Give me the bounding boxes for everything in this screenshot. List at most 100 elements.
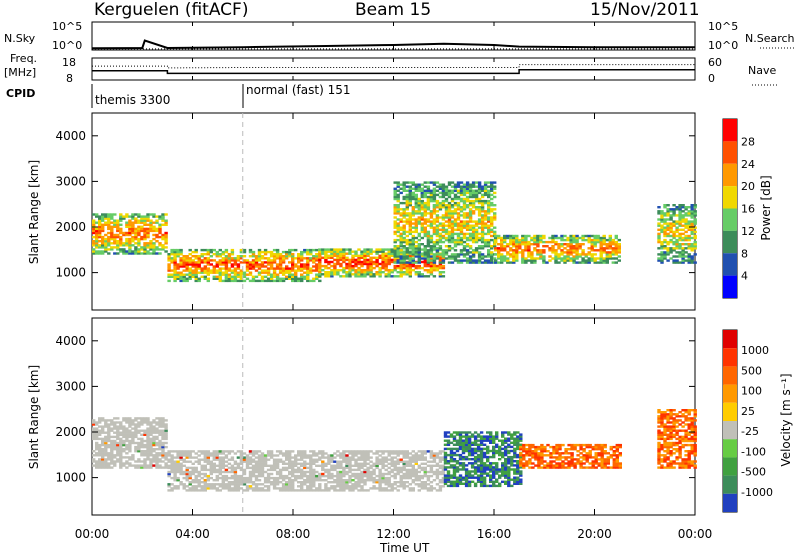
echo-cell	[477, 187, 482, 190]
echo-cell	[275, 253, 280, 256]
echo-cell	[272, 257, 277, 260]
echo-cell	[414, 261, 418, 264]
echo-cell	[95, 213, 99, 216]
echo-cell	[681, 238, 685, 242]
echo-cell	[560, 245, 564, 248]
echo-cell	[107, 237, 111, 241]
echo-cell	[275, 454, 280, 457]
echo-cell	[490, 255, 494, 258]
echo-cell	[551, 240, 555, 244]
echo-cell	[140, 443, 144, 447]
echo-cell	[593, 261, 597, 264]
echo-cell	[233, 277, 238, 280]
echo-cell	[557, 236, 561, 240]
echo-cell	[272, 485, 277, 488]
echo-cell	[449, 460, 454, 463]
echo-cell	[98, 452, 102, 455]
echo-cell	[312, 468, 316, 472]
echo-cell	[98, 448, 102, 451]
echo-cell	[327, 470, 331, 474]
echo-cell	[149, 219, 153, 222]
echo-cell	[300, 462, 304, 465]
echo-cell	[348, 476, 352, 480]
echo-cell	[453, 210, 458, 213]
echo-cell	[176, 487, 180, 490]
echo-cell	[179, 250, 183, 254]
echo-cell	[411, 187, 415, 190]
echo-cell	[420, 199, 424, 203]
echo-cell	[490, 193, 494, 197]
echo-cell	[414, 483, 418, 486]
echo-cell	[438, 256, 443, 259]
echo-cell	[473, 431, 478, 434]
colorbar-segment	[723, 141, 737, 164]
echo-cell	[660, 257, 664, 260]
echo-cell	[681, 253, 685, 256]
echo-cell	[312, 460, 316, 463]
echo-cell	[254, 255, 259, 258]
echo-cell	[411, 470, 415, 474]
echo-cell	[242, 271, 247, 274]
echo-cell	[675, 247, 679, 250]
echo-cell	[92, 231, 96, 235]
echo-cell	[306, 275, 310, 278]
echo-cell	[158, 242, 162, 245]
echo-cell	[423, 181, 427, 184]
echo-cell	[399, 259, 403, 262]
echo-cell	[399, 261, 403, 264]
echo-cell	[503, 245, 507, 248]
echo-cell	[444, 238, 449, 242]
echo-cell	[140, 235, 144, 239]
echo-cell	[687, 243, 691, 246]
echo-cell	[533, 238, 537, 242]
echo-cell	[483, 199, 488, 203]
echo-cell	[128, 221, 132, 224]
echo-cell	[230, 456, 235, 459]
echo-cell	[248, 481, 253, 484]
echo-cell	[608, 243, 612, 246]
echo-cell	[470, 476, 475, 479]
echo-cell	[432, 208, 437, 211]
echo-cell	[429, 199, 434, 203]
echo-cell	[92, 252, 96, 255]
echo-cell	[575, 234, 579, 238]
echo-cell	[450, 212, 455, 215]
echo-cell	[378, 271, 382, 274]
echo-cell	[101, 454, 105, 457]
echo-cell	[402, 185, 406, 188]
echo-cell	[339, 487, 343, 490]
echo-cell	[155, 229, 159, 233]
echo-cell	[224, 487, 229, 490]
echo-cell	[203, 271, 207, 274]
echo-cell	[490, 261, 494, 264]
echo-cell	[236, 481, 241, 484]
echo-cell	[351, 454, 355, 457]
echo-cell	[441, 195, 446, 199]
echo-cell	[221, 476, 225, 480]
echo-cell	[236, 255, 241, 258]
echo-cell	[275, 479, 280, 482]
echo-cell	[402, 240, 406, 244]
echo-cell	[173, 250, 177, 254]
echo-cell	[414, 210, 418, 213]
echo-cell	[402, 224, 406, 227]
echo-cell	[291, 474, 295, 478]
echo-cell	[480, 261, 485, 264]
echo-cell	[423, 222, 427, 225]
echo-cell	[399, 264, 403, 268]
echo-cell	[449, 474, 454, 477]
echo-cell	[161, 233, 165, 237]
echo-cell	[236, 466, 241, 470]
echo-cell	[206, 273, 210, 276]
echo-cell	[257, 267, 262, 270]
echo-cell	[164, 458, 168, 461]
echo-cell	[444, 257, 449, 260]
echo-cell	[272, 269, 277, 272]
echo-cell	[291, 259, 295, 262]
echo-cell	[411, 251, 415, 254]
echo-cell	[666, 204, 670, 207]
echo-cell	[333, 258, 337, 262]
echo-cell	[542, 234, 546, 238]
echo-cell	[161, 423, 165, 426]
echo-cell	[423, 258, 427, 262]
